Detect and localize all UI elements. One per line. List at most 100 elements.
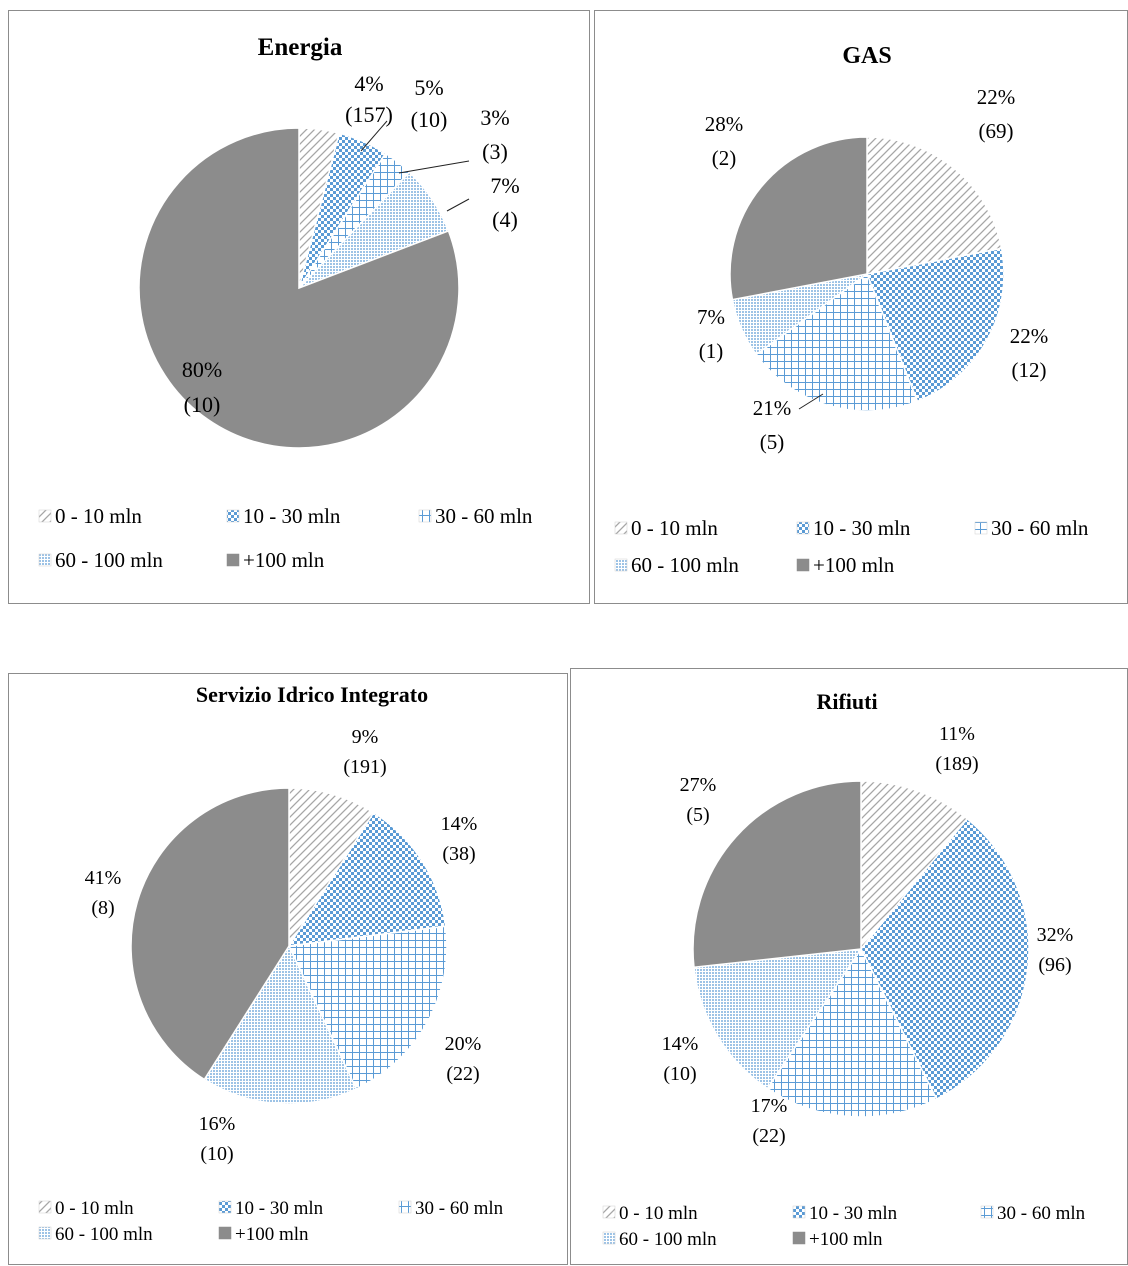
data-label-percent: 41% xyxy=(85,867,122,889)
legend-swatch xyxy=(226,553,240,567)
data-label-percent: 28% xyxy=(705,112,744,136)
chart-title: GAS xyxy=(842,43,891,69)
legend-label: 10 - 30 mln xyxy=(813,516,911,540)
chart-panel-rifiuti: Rifiuti 11% (189) 32% (96) 17% (22) 14% (10) 27% (… xyxy=(570,668,1128,1265)
leader-line xyxy=(360,120,388,152)
pie-slice-1 xyxy=(866,136,1003,275)
legend-label: 30 - 60 mln xyxy=(991,516,1089,540)
data-label-count: (189) xyxy=(935,753,978,775)
pie-slice-5 xyxy=(729,136,868,301)
data-label-count: (8) xyxy=(91,897,114,919)
data-label-count: (69) xyxy=(979,119,1014,143)
pie-slice-4 xyxy=(693,948,863,1090)
legend-swatch xyxy=(792,1231,806,1245)
legend-item: 0 - 10 mln xyxy=(38,504,142,528)
legend-label: 10 - 30 mln xyxy=(243,504,341,528)
data-label-percent: 27% xyxy=(680,774,717,796)
data-label-count: (22) xyxy=(752,1125,785,1147)
legend-item: 30 - 60 mln xyxy=(418,504,533,528)
data-label-percent: 9% xyxy=(352,726,379,748)
legend-swatch xyxy=(602,1205,616,1219)
legend-item: 0 - 10 mln xyxy=(614,516,718,540)
pie-slice-4 xyxy=(203,944,358,1105)
pie-slice-2 xyxy=(287,811,447,947)
data-label-percent: 22% xyxy=(977,85,1016,109)
legend-swatch xyxy=(980,1205,994,1219)
legend-label: 30 - 60 mln xyxy=(435,504,533,528)
data-label-count: (2) xyxy=(712,146,737,170)
data-label-percent: 7% xyxy=(490,173,519,198)
legend-label: 60 - 100 mln xyxy=(55,1224,153,1245)
data-label-count: (96) xyxy=(1038,954,1071,976)
data-label-percent: 21% xyxy=(753,396,792,420)
pie-chart-servizio-idrico: Servizio Idrico Integrato 9% (191) 14% (38) 2… xyxy=(38,682,504,1245)
legend-label: 60 - 100 mln xyxy=(619,1229,717,1250)
legend-label: 0 - 10 mln xyxy=(55,1198,134,1219)
legend-item: 30 - 60 mln xyxy=(398,1198,504,1219)
data-label-percent: 20% xyxy=(445,1033,482,1055)
data-label-count: (10) xyxy=(200,1143,233,1165)
legend-item: 30 - 60 mln xyxy=(980,1203,1086,1224)
data-label-count: (1) xyxy=(699,339,724,363)
legend-item: 0 - 10 mln xyxy=(38,1198,134,1219)
legend-item: 10 - 30 mln xyxy=(796,516,911,540)
legend-label: +100 mln xyxy=(809,1229,883,1250)
legend-item: 10 - 30 mln xyxy=(792,1203,898,1224)
data-label-percent: 3% xyxy=(480,105,509,130)
data-label-count: (5) xyxy=(686,804,709,826)
pie-slice-5 xyxy=(130,787,290,1081)
legend-label: 60 - 100 mln xyxy=(55,548,163,572)
legend-item: 10 - 30 mln xyxy=(226,504,341,528)
legend-label: 30 - 60 mln xyxy=(415,1198,504,1219)
pie-slice-3 xyxy=(287,925,448,1090)
legend-label: 10 - 30 mln xyxy=(809,1203,898,1224)
data-label-count: (157) xyxy=(345,102,393,127)
legend-label: +100 mln xyxy=(235,1224,309,1245)
legend-item: 60 - 100 mln xyxy=(614,553,739,577)
legend-item: 10 - 30 mln xyxy=(218,1198,324,1219)
leader-line xyxy=(446,198,470,212)
data-label-percent: 22% xyxy=(1010,324,1049,348)
legend-swatch xyxy=(218,1226,232,1240)
data-label-percent: 14% xyxy=(441,813,478,835)
legend-item: 60 - 100 mln xyxy=(38,548,163,572)
legend-item: 30 - 60 mln xyxy=(974,516,1089,540)
data-label-count: (10) xyxy=(663,1063,696,1085)
chart-title: Rifiuti xyxy=(816,689,877,714)
pie-slice-1 xyxy=(288,787,375,949)
data-label-percent: 5% xyxy=(414,75,443,100)
legend-swatch xyxy=(398,1200,412,1214)
legend-item: +100 mln xyxy=(218,1224,309,1245)
leader-line xyxy=(798,393,824,410)
legend-item: 60 - 100 mln xyxy=(602,1229,717,1250)
legend-swatch xyxy=(602,1231,616,1245)
chart-panel-gas: GAS 22% (69) 22% (12) 21% (5) 7% (1) 28% (2) 0 - 10… xyxy=(594,10,1128,604)
legend-item: +100 mln xyxy=(792,1229,883,1250)
pie-slice-2 xyxy=(860,817,1030,1101)
data-label-percent: 17% xyxy=(751,1095,788,1117)
legend-swatch xyxy=(614,558,628,572)
data-label-count: (12) xyxy=(1012,358,1047,382)
chart-panel-servizio-idrico: Servizio Idrico Integrato 9% (191) 14% (38) 2… xyxy=(8,673,568,1265)
legend-swatch xyxy=(38,509,52,523)
chart-title: Servizio Idrico Integrato xyxy=(196,682,428,707)
data-label-percent: 7% xyxy=(697,305,725,329)
data-label-percent: 11% xyxy=(939,723,975,745)
legend-swatch xyxy=(38,553,52,567)
chart-panel-energia: Energia 4% (157) 5% (10) 3% (3) 7% (4) 80% (10) 0 -… xyxy=(8,10,590,604)
pie-chart-energia: Energia 4% (157) 5% (10) 3% (3) 7% (4) 80% (10) 0 -… xyxy=(38,34,533,572)
data-label-count: (3) xyxy=(482,139,508,164)
pie-slice-1 xyxy=(860,780,969,952)
data-label-count: (22) xyxy=(446,1063,479,1085)
legend-swatch xyxy=(38,1200,52,1214)
legend-swatch xyxy=(796,521,810,535)
pie-slice-3 xyxy=(755,272,919,412)
legend-swatch xyxy=(792,1205,806,1219)
pie-slice-3 xyxy=(766,947,938,1118)
data-label-percent: 14% xyxy=(662,1033,699,1055)
data-label-percent: 16% xyxy=(199,1113,236,1135)
data-label-count: (4) xyxy=(492,207,518,232)
pie-chart-rifiuti: Rifiuti 11% (189) 32% (96) 17% (22) 14% (10) 27% (… xyxy=(602,689,1086,1250)
data-label-percent: 4% xyxy=(354,71,383,96)
pie-slice-5 xyxy=(692,780,862,969)
